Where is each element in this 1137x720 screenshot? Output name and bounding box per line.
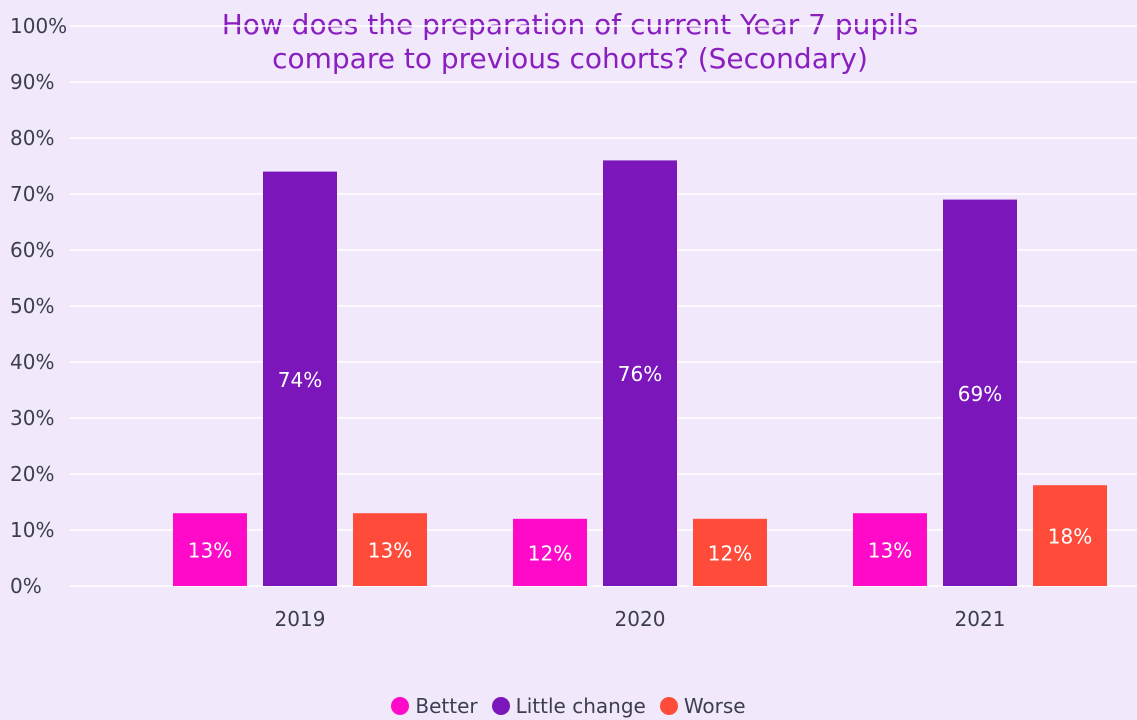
data-label: 74% — [278, 368, 322, 392]
legend-label: Little change — [515, 694, 646, 718]
x-tick-label: 2019 — [275, 607, 326, 631]
bar-chart: 0% 10% 20% 30% 40% 50% 60% 70% 80% 90% 100% 13% 74% 1… — [10, 14, 1137, 631]
data-label: 76% — [618, 362, 662, 386]
legend: Better Little change Worse — [0, 694, 1137, 718]
y-tick-label: 70% — [10, 182, 54, 206]
y-tick-label: 20% — [10, 462, 54, 486]
legend-label: Better — [415, 694, 478, 718]
bar — [263, 171, 337, 586]
legend-swatch — [659, 697, 678, 715]
data-label: 13% — [368, 539, 412, 563]
bar — [513, 518, 587, 586]
chart-title: How does the preparation of current Year… — [221, 8, 919, 75]
legend-item: Worse — [659, 694, 746, 718]
y-tick-label: 30% — [10, 406, 54, 430]
legend-item: Better — [391, 694, 478, 718]
bar — [853, 513, 927, 586]
data-label: 18% — [1048, 525, 1092, 549]
y-tick-label: 60% — [10, 238, 54, 262]
data-label: 69% — [958, 382, 1002, 406]
data-label: 13% — [188, 539, 232, 563]
data-label: 12% — [528, 541, 572, 565]
data-label: 13% — [868, 539, 912, 563]
y-tick-label: 40% — [10, 350, 54, 374]
legend-swatch — [491, 697, 510, 715]
bar — [1033, 485, 1107, 586]
bar — [173, 513, 247, 586]
bar — [693, 518, 767, 586]
y-tick-label: 80% — [10, 126, 54, 150]
y-tick-label: 90% — [10, 70, 54, 94]
y-tick-label: 50% — [10, 294, 54, 318]
x-tick-label: 2021 — [955, 607, 1006, 631]
y-tick-label: 0% — [10, 574, 42, 598]
y-tick-label: 100% — [10, 14, 67, 38]
bar — [353, 513, 427, 586]
bar — [943, 199, 1017, 586]
legend-item: Little change — [491, 694, 646, 718]
legend-label: Worse — [683, 694, 746, 718]
y-tick-label: 10% — [10, 518, 54, 542]
legend-swatch — [391, 697, 410, 715]
bar — [603, 160, 677, 586]
data-label: 12% — [708, 541, 752, 565]
x-tick-label: 2020 — [615, 607, 666, 631]
